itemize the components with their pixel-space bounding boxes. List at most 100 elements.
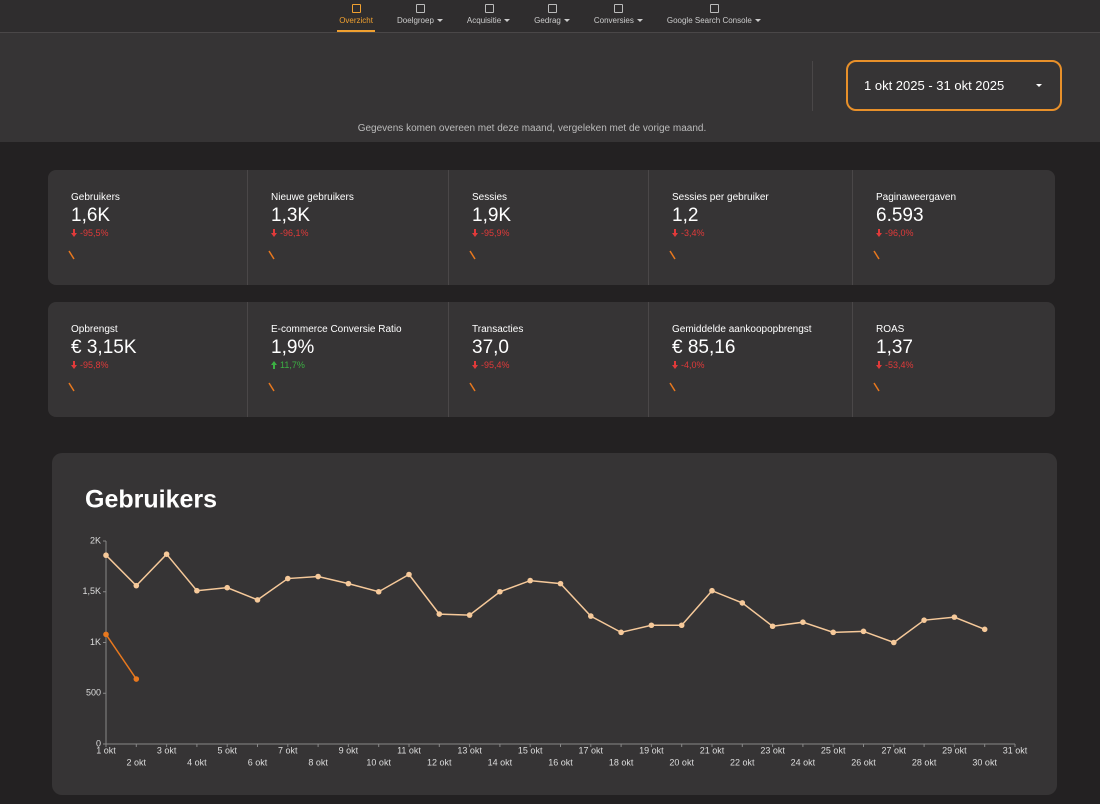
data-point [436,611,443,617]
data-point [103,552,109,559]
kpi-change-text: -96,0% [885,228,914,238]
x-tick-label: 9 okt [339,745,359,755]
nav-item[interactable]: Doelgroep [395,0,445,32]
caret [754,19,761,25]
x-tick-label: 3 okt [157,745,177,755]
kpi-value: 1,2 [672,205,699,226]
nav-item[interactable]: Acquisitie [465,0,512,32]
kpi-label: Gebruikers [71,192,120,203]
nav-item[interactable]: Conversies [592,0,645,32]
chart: Gebruikers 0 500 1K 1,5K 2K 1 okt 2 okt 3 okt 4 … [82,486,1027,768]
data-point [739,600,746,606]
nav-item[interactable]: Gedrag [532,0,572,32]
data-point [921,617,927,623]
kpi-label: ROAS [876,324,905,335]
x-tick-label: 28 okt [912,757,937,767]
kpi-change: -95,9% [472,228,648,238]
data-point [375,588,382,595]
arrow [472,229,478,237]
x-tick-label: 8 okt [308,757,328,767]
data-point [830,629,836,636]
x-tick-label: 29 okt [942,745,967,755]
data-point [497,588,503,595]
arrow [71,229,77,237]
caret [563,19,570,25]
nav-item[interactable]: Google Search Console [665,0,763,32]
series-line [105,553,985,644]
y-tick-label: 2K [90,535,101,545]
x-tick-label: 15 okt [518,745,543,755]
kpi-row: Gebruikers 1,6K -95,5% Nieuwe gebruikers 1,3… [48,170,1055,285]
sparkline [68,250,75,260]
data-point [103,631,109,638]
data-point [224,584,230,591]
trend-arrow [672,229,678,237]
x-tick-label: 20 okt [669,757,694,767]
x-tick-label: 2 okt [127,757,147,767]
kpi-change: -95,8% [71,360,247,370]
x-tick-label: 18 okt [609,757,634,767]
x-tick-label: 21 okt [700,745,725,755]
trend-arrow [672,361,678,369]
kpi-label: Opbrengst [71,324,118,335]
x-tick-label: 22 okt [730,757,755,767]
nav-bar: Overzicht Doelgroep Acquisitie Gedrag Conver… [0,0,1100,33]
sparkline [268,250,275,260]
kpi-value: € 3,15K [71,337,137,358]
data-point [618,629,624,636]
kpi-change-text: -95,8% [80,360,109,370]
kpi-change: 11,7% [271,360,448,370]
chart-title: Gebruikers [85,486,217,514]
nav-label: Acquisitie [466,16,502,25]
data-point [527,577,533,584]
arrow [472,361,478,369]
nav-item[interactable]: Overzicht [337,0,375,32]
data-point [133,676,140,682]
x-tick-label: 14 okt [488,757,513,767]
arrow [876,229,882,237]
caret [1036,84,1042,90]
spark-line [873,382,880,392]
data-point [345,580,352,587]
sparkline [873,382,880,392]
arrow [672,229,678,237]
kpi-value: 37,0 [472,337,509,358]
spark-line [268,382,275,392]
data-point [466,612,473,618]
data-point [709,587,715,594]
spark-line [873,250,880,260]
data-point [406,571,412,578]
sparkline [268,382,275,392]
kpi-row: Opbrengst € 3,15K -95,8% E-commerce Convers… [48,302,1055,417]
arrow [71,361,77,369]
kpi-card: Paginaweergaven 6.593 -96,0% [853,170,1055,285]
kpi-change: -96,1% [271,228,448,238]
y-tick-label: 1K [90,637,101,647]
arrow [271,361,277,369]
caret [436,19,443,25]
spark-line [68,382,75,392]
data-point [254,597,261,603]
date-range: 1 okt 2025 - 31 okt 2025 [864,78,1005,93]
x-tick-label: 10 okt [366,757,391,767]
date-range-picker[interactable]: 1 okt 2025 - 31 okt 2025 [846,60,1062,111]
kpi-card: Nieuwe gebruikers 1,3K -96,1% [248,170,449,285]
data-point [800,619,806,625]
kpi-value: 1,9% [271,337,315,358]
sparkline [68,382,75,392]
kpi-label: Sessies per gebruiker [672,192,769,203]
trend-arrow [472,361,478,369]
data-point [163,551,170,557]
separator [812,61,813,111]
data-point [678,622,685,629]
trend-arrow [271,229,277,237]
kpi-change-text: -53,4% [885,360,914,370]
trend-arrow [271,361,277,369]
data-point [981,626,988,633]
kpi-change-text: -95,9% [481,228,510,238]
kpi-label: Sessies [472,192,508,203]
sparkline [469,250,476,260]
x-tick-label: 24 okt [791,757,816,767]
x-tick-label: 11 okt [397,745,421,755]
